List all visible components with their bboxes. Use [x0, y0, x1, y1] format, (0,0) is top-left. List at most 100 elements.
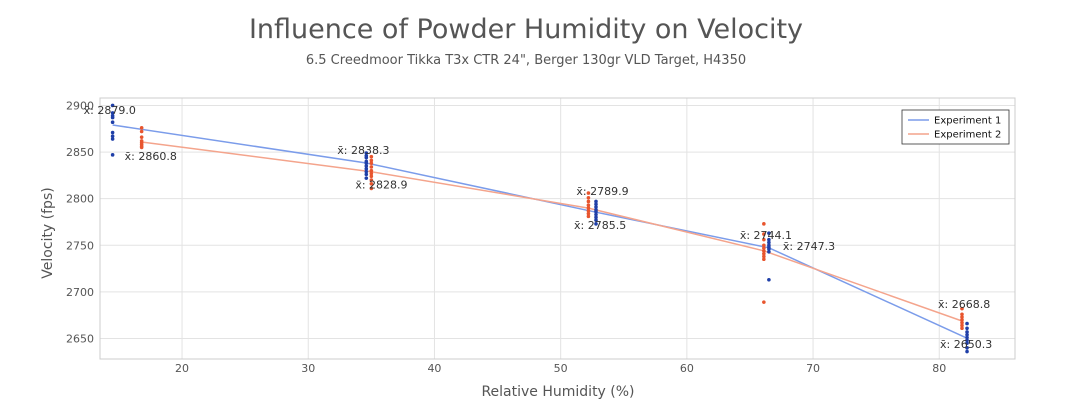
mean-annotation: x̄: 2789.9 — [576, 185, 628, 198]
data-point-series-1 — [965, 346, 969, 350]
data-point-series-1 — [110, 115, 115, 120]
y-tick-label: 2900 — [66, 99, 94, 112]
data-point-series-1 — [965, 335, 969, 340]
data-point-series-1 — [110, 120, 115, 125]
data-point-series-2 — [762, 251, 766, 256]
data-point-series-1 — [594, 222, 598, 226]
data-point-series-2 — [139, 135, 144, 139]
x-tick-label: 70 — [806, 362, 820, 375]
data-point-series-2 — [586, 206, 591, 210]
data-point-series-2 — [369, 171, 374, 176]
data-point-series-2 — [586, 191, 591, 195]
data-point-series-2 — [960, 315, 964, 319]
data-point-series-2 — [586, 203, 591, 207]
data-point-series-2 — [586, 208, 591, 213]
data-point-series-1 — [594, 215, 598, 220]
legend-box — [901, 109, 1010, 145]
data-point-series-1 — [767, 237, 771, 242]
data-point-series-1 — [110, 130, 115, 135]
data-point-series-2 — [139, 145, 144, 150]
data-point-series-1 — [364, 155, 369, 160]
data-point-series-2 — [369, 158, 374, 163]
data-point-series-1 — [965, 341, 969, 345]
data-point-series-1 — [594, 205, 598, 209]
data-point-series-2 — [369, 161, 374, 166]
data-point-series-2 — [586, 195, 591, 200]
data-point-series-2 — [139, 129, 144, 134]
x-tick-label: 40 — [427, 362, 441, 375]
x-tick-label: 20 — [175, 362, 189, 375]
data-point-series-2 — [762, 243, 766, 248]
mean-annotation: x̄: 2785.5 — [574, 219, 626, 232]
data-point-series-1 — [965, 330, 969, 334]
data-point-series-2 — [369, 186, 374, 191]
legend-label-2: Experiment 2 — [934, 130, 1001, 141]
data-point-series-1 — [767, 250, 771, 254]
data-point-series-1 — [110, 111, 115, 115]
data-point-series-1 — [965, 326, 969, 331]
data-point-series-2 — [369, 174, 374, 179]
data-point-series-2 — [369, 165, 374, 169]
data-point-series-2 — [960, 318, 964, 322]
chart-title: Influence of Powder Humidity on Velocity — [249, 14, 803, 45]
mean-annotation: x̄: 2668.8 — [938, 298, 990, 311]
data-point-series-1 — [364, 167, 369, 171]
data-point-series-1 — [110, 103, 115, 108]
data-point-series-2 — [960, 306, 964, 311]
data-point-series-2 — [762, 300, 766, 304]
legend-label-1: Experiment 1 — [934, 116, 1001, 127]
x-tick-label: 60 — [680, 362, 694, 375]
y-tick-label: 2850 — [66, 146, 94, 159]
data-point-series-1 — [594, 202, 598, 207]
data-point-series-1 — [110, 137, 115, 141]
data-point-series-1 — [364, 151, 369, 155]
data-point-series-1 — [110, 153, 115, 157]
mean-annotation: x̄: 2744.1 — [740, 229, 792, 242]
data-point-series-1 — [594, 212, 598, 217]
mean-annotation: x̄: 2650.3 — [940, 338, 992, 351]
mean-annotation: x̄: 2879.0 — [84, 104, 136, 117]
data-point-series-1 — [767, 240, 771, 245]
x-tick-label: 30 — [301, 362, 315, 375]
data-point-series-1 — [767, 231, 771, 235]
mean-annotation: x̄: 2860.8 — [125, 150, 177, 163]
data-point-series-2 — [762, 249, 766, 253]
data-point-series-2 — [762, 232, 766, 236]
data-point-series-2 — [762, 254, 766, 259]
mean-annotation: x̄: 2838.3 — [337, 144, 389, 157]
mean-annotation: x̄: 2828.9 — [355, 179, 407, 192]
data-point-series-2 — [960, 312, 964, 317]
data-point-series-2 — [586, 211, 591, 216]
y-tick-label: 2700 — [66, 286, 94, 299]
data-point-series-2 — [139, 126, 144, 130]
data-point-series-1 — [364, 176, 369, 180]
data-point-series-2 — [960, 326, 964, 331]
y-axis-label: Velocity (fps) — [40, 187, 56, 278]
data-point-series-2 — [960, 320, 964, 325]
data-point-series-1 — [594, 218, 598, 222]
plot-area: 20 30 40 50 60 70 80265027002750280028502900x̄… — [66, 97, 1016, 375]
data-point-series-2 — [586, 214, 591, 219]
plot-frame — [99, 97, 1016, 360]
data-point-series-1 — [767, 277, 771, 282]
data-point-series-1 — [364, 164, 369, 168]
data-point-series-2 — [586, 199, 591, 204]
y-tick-label: 2750 — [66, 239, 94, 252]
data-point-series-1 — [965, 349, 969, 354]
data-point-series-1 — [364, 172, 369, 177]
x-axis-label: Relative Humidity (%) — [481, 384, 634, 400]
data-point-series-1 — [594, 209, 598, 214]
data-point-series-2 — [762, 246, 766, 250]
data-point-series-2 — [369, 168, 374, 173]
data-point-series-2 — [762, 237, 766, 242]
plot-background — [100, 98, 1015, 359]
x-tick-label: 80 — [932, 362, 946, 375]
data-point-series-1 — [110, 134, 115, 139]
data-point-series-2 — [960, 323, 964, 328]
data-point-series-2 — [762, 222, 766, 226]
data-point-series-1 — [965, 321, 969, 326]
y-tick-label: 2650 — [66, 332, 94, 345]
data-point-series-1 — [767, 247, 771, 251]
data-point-series-2 — [369, 181, 374, 186]
